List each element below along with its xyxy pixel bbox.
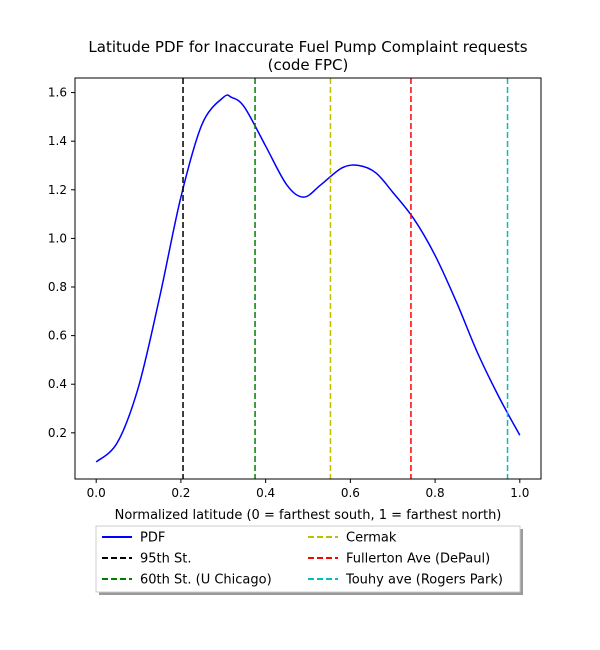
- y-tick-label: 1.6: [48, 86, 67, 100]
- x-tick-label: 0.6: [341, 486, 360, 500]
- y-tick-label: 0.2: [48, 426, 67, 440]
- axis-layer: 0.0 0.2 0.4 0.6 0.8 1.0 0.2 0.4 0.6 0.8 1.0 1.2 1.4 1…: [48, 86, 529, 500]
- y-tick-label: 1.0: [48, 231, 67, 245]
- chart-title-line-2: (code FPC): [268, 56, 349, 74]
- x-tick-label: 0.4: [256, 486, 275, 500]
- legend-label: Cermak: [346, 531, 397, 546]
- y-tick-label: 1.4: [48, 134, 67, 148]
- legend-label: Fullerton Ave (DePaul): [346, 552, 490, 567]
- x-tick-label: 0.8: [426, 486, 445, 500]
- y-tick-label: 1.2: [48, 183, 67, 197]
- y-tick-label: 0.6: [48, 329, 67, 343]
- x-tick-label: 0.0: [87, 486, 106, 500]
- y-tick-label: 0.4: [48, 377, 67, 391]
- legend: PDF 95th St. 60th St. (U Chicago) Cermak Ful…: [95, 525, 523, 595]
- legend-label: PDF: [140, 531, 165, 546]
- pdf-curve: [95, 94, 521, 463]
- y-tick-label: 0.8: [48, 280, 67, 294]
- chart-title-line-1: Latitude PDF for Inaccurate Fuel Pump Co…: [88, 38, 527, 56]
- legend-label: Touhy ave (Rogers Park): [345, 573, 503, 588]
- x-axis-label: Normalized latitude (0 = farthest south,…: [115, 508, 502, 523]
- legend-label: 95th St.: [140, 552, 192, 567]
- x-tick-label: 1.0: [510, 486, 529, 500]
- plot-layer: [95, 78, 521, 479]
- plot-frame: [74, 77, 542, 480]
- x-tick-label: 0.2: [171, 486, 190, 500]
- legend-label: 60th St. (U Chicago): [140, 573, 272, 588]
